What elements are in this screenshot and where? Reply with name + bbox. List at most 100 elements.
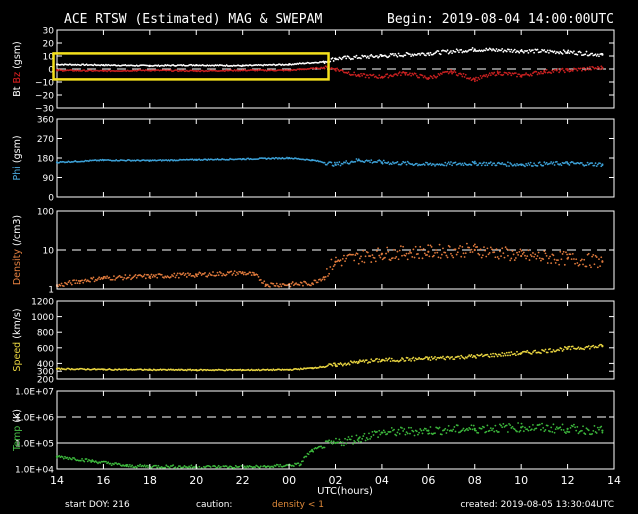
density-scatter-dot xyxy=(175,274,178,277)
mag-scatter-dot xyxy=(579,51,582,54)
temp-scatter-dot xyxy=(494,424,497,427)
temp-scatter-dot xyxy=(245,467,247,469)
mag-scatter-dot xyxy=(404,54,407,57)
density-scatter-dot xyxy=(121,276,123,279)
mag-scatter-dot xyxy=(555,69,558,72)
density-scatter-dot xyxy=(510,257,513,260)
density-scatter-dot xyxy=(193,276,196,278)
density-scatter-dot xyxy=(407,252,410,255)
temp-data-point xyxy=(601,429,604,432)
density-scatter-dot xyxy=(310,284,312,287)
density-scatter-dot xyxy=(320,279,323,282)
density-scatter-dot xyxy=(377,247,379,250)
mag-scatter-dot xyxy=(163,65,165,67)
speed-scatter-dot xyxy=(596,346,599,349)
mag-scatter-dot xyxy=(332,60,335,62)
temp-scatter-dot xyxy=(453,426,456,428)
phi-scatter-dot xyxy=(339,164,342,167)
temp-scatter-dot xyxy=(565,432,567,435)
speed-y-axis-label: Speed (km/s) xyxy=(12,308,23,371)
density-scatter-dot xyxy=(401,254,403,257)
mag-scatter-dot xyxy=(333,68,336,71)
density-scatter-dot xyxy=(552,254,555,257)
mag-scatter-dot xyxy=(505,50,508,53)
phi-scatter-dot xyxy=(345,160,348,162)
density-y-tick-label: 10 xyxy=(43,247,55,257)
phi-scatter-dot xyxy=(434,164,436,167)
mag-scatter-dot xyxy=(391,75,394,78)
temp-scatter-dot xyxy=(420,429,423,432)
temp-scatter-dot xyxy=(562,429,565,431)
speed-scatter-dot xyxy=(588,347,591,350)
temp-scatter-dot xyxy=(552,423,555,426)
temp-scatter-dot xyxy=(370,435,373,438)
speed-scatter-dot xyxy=(583,348,586,351)
temp-scatter-dot xyxy=(167,465,170,468)
speed-scatter-dot xyxy=(339,362,342,364)
temp-scatter-dot xyxy=(358,436,361,439)
temp-scatter-dot xyxy=(541,422,543,425)
density-scatter-dot xyxy=(525,257,528,260)
x-axis-label: UTC(hours) xyxy=(317,486,373,497)
mag-scatter-dot xyxy=(516,75,518,78)
mag-scatter-dot xyxy=(336,67,338,70)
phi-scatter-dot xyxy=(536,164,539,167)
phi-scatter-dot xyxy=(500,163,502,165)
temp-scatter-dot xyxy=(344,437,346,440)
temp-scatter-dot xyxy=(561,423,564,426)
density-scatter-dot xyxy=(89,280,91,283)
phi-scatter-dot xyxy=(526,164,529,167)
phi-scatter-dot xyxy=(396,160,399,163)
temp-scatter-dot xyxy=(497,431,500,433)
density-scatter-dot xyxy=(587,252,590,255)
speed-scatter-dot xyxy=(499,353,501,356)
phi-y-tick-label: 90 xyxy=(43,174,55,184)
x-tick-label: 22 xyxy=(236,474,250,487)
density-scatter-dot xyxy=(59,284,62,287)
density-scatter-dot xyxy=(486,247,489,250)
mag-scatter-dot xyxy=(506,73,509,76)
temp-scatter-dot xyxy=(469,428,472,430)
mag-scatter-dot xyxy=(391,52,394,55)
speed-scatter-dot xyxy=(587,345,590,347)
density-scatter-dot xyxy=(444,251,447,254)
density-scatter-dot xyxy=(91,277,94,280)
density-scatter-dot xyxy=(57,285,60,288)
phi-scatter-dot xyxy=(379,160,382,162)
density-scatter-dot xyxy=(542,258,545,260)
density-scatter-dot xyxy=(361,260,364,263)
density-scatter-dot xyxy=(291,281,294,283)
phi-scatter-dot xyxy=(479,162,482,165)
density-scatter-dot xyxy=(448,245,451,248)
temp-scatter-dot xyxy=(477,431,480,434)
speed-scatter-dot xyxy=(448,357,451,360)
mag-scatter-dot xyxy=(448,51,451,54)
temp-scatter-dot xyxy=(220,465,222,468)
temp-scatter-dot xyxy=(353,439,356,442)
phi-scatter-dot xyxy=(568,164,571,166)
speed-scatter-dot xyxy=(317,366,320,369)
phi-scatter-dot xyxy=(491,164,493,166)
temp-scatter-dot xyxy=(110,464,113,467)
mag-scatter-dot xyxy=(412,73,415,76)
mag-scatter-dot xyxy=(547,51,550,54)
mag-scatter-dot xyxy=(481,50,484,53)
density-scatter-dot xyxy=(70,283,73,286)
speed-scatter-dot xyxy=(353,360,356,363)
mag-scatter-dot xyxy=(510,74,513,77)
temp-scatter-dot xyxy=(502,422,505,425)
temp-scatter-dot xyxy=(462,427,465,430)
density-scatter-dot xyxy=(84,278,87,281)
mag-scatter-dot xyxy=(524,73,526,76)
mag-scatter-dot xyxy=(446,70,449,73)
mag-scatter-dot xyxy=(451,52,453,55)
x-tick-label: 14 xyxy=(607,474,621,487)
phi-scatter-dot xyxy=(341,162,344,165)
speed-scatter-dot xyxy=(348,363,351,366)
density-scatter-dot xyxy=(357,262,360,265)
mag-scatter-dot xyxy=(487,48,490,51)
density-scatter-dot xyxy=(113,275,115,278)
mag-scatter-dot xyxy=(585,50,588,53)
mag-scatter-dot xyxy=(262,64,264,67)
density-scatter-dot xyxy=(405,252,408,255)
